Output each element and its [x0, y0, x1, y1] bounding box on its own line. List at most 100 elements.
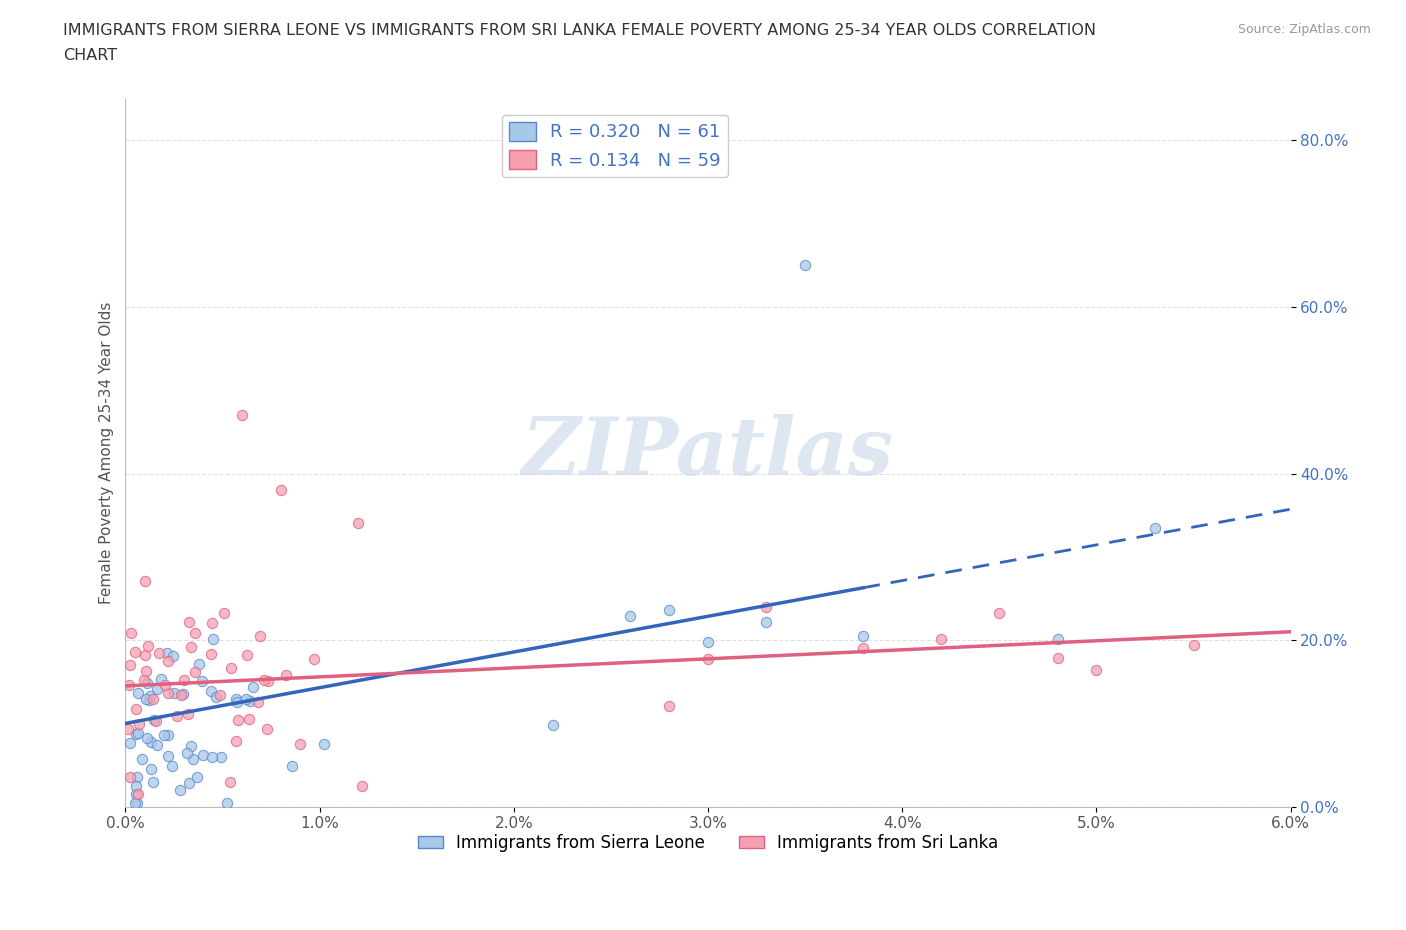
Point	[658, 698, 681, 713]
Point	[120, 626, 142, 641]
Point	[755, 600, 778, 615]
Point	[281, 759, 304, 774]
Point	[226, 695, 249, 710]
Point	[145, 713, 167, 728]
Point	[153, 728, 176, 743]
Point	[135, 663, 157, 678]
Point	[274, 668, 297, 683]
Point	[180, 640, 202, 655]
Point	[205, 690, 228, 705]
Point	[117, 677, 139, 692]
Point	[127, 725, 149, 740]
Point	[239, 693, 262, 708]
Point	[184, 665, 207, 680]
Point	[142, 692, 165, 707]
Point	[619, 609, 641, 624]
Point	[1085, 662, 1108, 677]
Point	[156, 748, 179, 763]
Point	[177, 706, 200, 721]
Point	[135, 691, 157, 706]
Point	[1046, 651, 1069, 666]
Text: IMMIGRANTS FROM SIERRA LEONE VS IMMIGRANTS FROM SRI LANKA FEMALE POVERTY AMONG 2: IMMIGRANTS FROM SIERRA LEONE VS IMMIGRAN…	[63, 23, 1097, 38]
Point	[852, 629, 875, 644]
Point	[156, 728, 179, 743]
Point	[235, 691, 257, 706]
Point	[136, 639, 159, 654]
Point	[988, 605, 1011, 620]
Point	[162, 759, 184, 774]
Point	[214, 605, 236, 620]
Point	[200, 646, 222, 661]
Point	[352, 778, 374, 793]
Point	[658, 603, 681, 618]
Point	[139, 689, 162, 704]
Point	[200, 684, 222, 698]
Point	[249, 629, 271, 644]
Point	[117, 722, 139, 737]
Point	[231, 407, 253, 422]
Point	[177, 615, 200, 630]
Point	[541, 718, 564, 733]
Point	[128, 716, 150, 731]
Text: ZIPatlas: ZIPatlas	[522, 414, 894, 491]
Point	[1182, 637, 1205, 652]
Point	[138, 693, 160, 708]
Point	[257, 673, 280, 688]
Point	[135, 676, 157, 691]
Point	[118, 735, 141, 750]
Point	[201, 750, 224, 764]
Point	[302, 651, 325, 666]
Point	[226, 713, 249, 728]
Point	[125, 701, 148, 716]
Point	[124, 644, 146, 659]
Point	[142, 713, 165, 728]
Point	[134, 573, 156, 588]
Point	[139, 761, 162, 776]
Point	[157, 685, 180, 700]
Point	[124, 787, 146, 802]
Point	[118, 769, 141, 784]
Point	[173, 672, 195, 687]
Point	[127, 769, 149, 784]
Point	[184, 625, 207, 640]
Point	[697, 635, 720, 650]
Point	[125, 726, 148, 741]
Point	[225, 692, 247, 707]
Point	[225, 734, 247, 749]
Point	[176, 746, 198, 761]
Point	[288, 737, 311, 751]
Point	[347, 516, 370, 531]
Point	[124, 795, 146, 810]
Point	[256, 722, 278, 737]
Point	[169, 782, 191, 797]
Point	[156, 653, 179, 668]
Point	[134, 647, 156, 662]
Point	[127, 795, 149, 810]
Point	[131, 752, 153, 767]
Point	[202, 631, 225, 646]
Legend: Immigrants from Sierra Leone, Immigrants from Sri Lanka: Immigrants from Sierra Leone, Immigrants…	[412, 827, 1005, 858]
Point	[172, 686, 194, 701]
Point	[146, 682, 169, 697]
Point	[209, 750, 232, 764]
Point	[153, 678, 176, 693]
Point	[132, 672, 155, 687]
Point	[697, 651, 720, 666]
Point	[181, 751, 204, 766]
Text: Source: ZipAtlas.com: Source: ZipAtlas.com	[1237, 23, 1371, 36]
Point	[155, 646, 177, 661]
Point	[755, 615, 778, 630]
Point	[170, 688, 193, 703]
Point	[219, 775, 242, 790]
Point	[136, 731, 159, 746]
Point	[242, 679, 264, 694]
Point	[191, 748, 214, 763]
Point	[188, 657, 211, 671]
Point	[794, 258, 817, 272]
Point	[163, 685, 186, 700]
Text: CHART: CHART	[63, 48, 117, 63]
Point	[217, 795, 239, 810]
Point	[127, 787, 149, 802]
Point	[177, 776, 200, 790]
Point	[180, 738, 202, 753]
